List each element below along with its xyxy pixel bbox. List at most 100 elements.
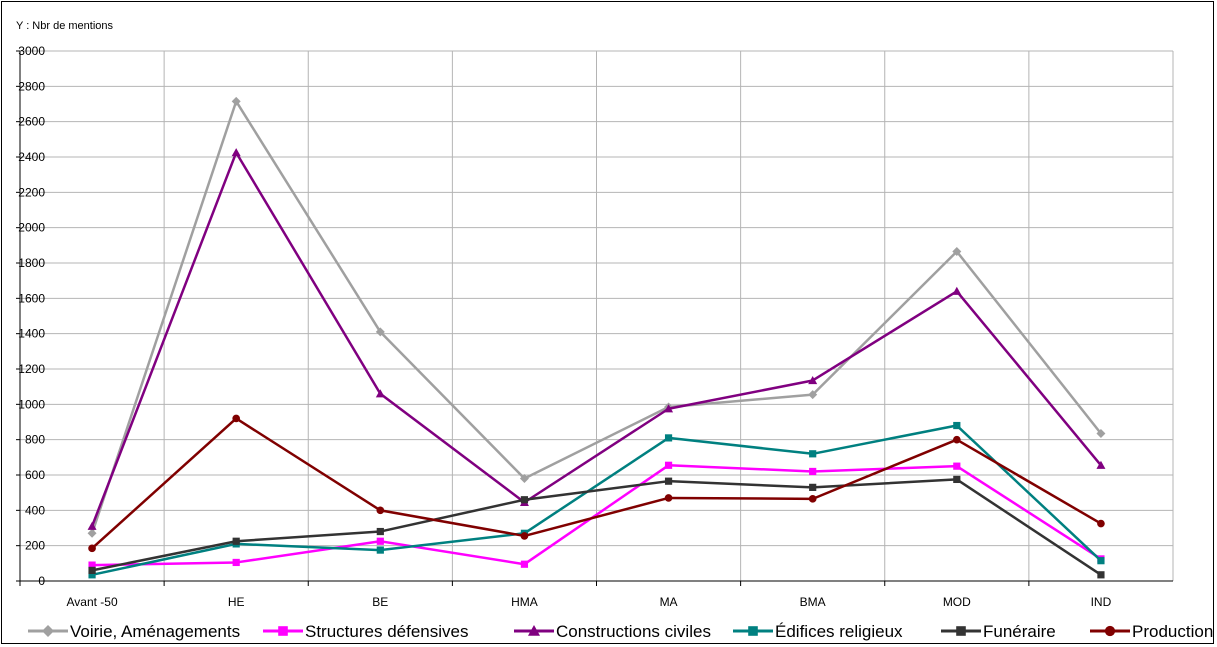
x-tick-label: MA [660, 595, 678, 609]
y-tick-label: 400 [25, 503, 45, 517]
data-point [953, 475, 961, 484]
series [87, 96, 1106, 538]
y-tick-label: 2800 [18, 79, 45, 93]
y-tick-label: 2600 [18, 115, 45, 129]
y-tick-label: 200 [25, 539, 45, 553]
data-point [952, 286, 962, 295]
legend-swatch-marker [748, 626, 758, 636]
grid-lines [19, 50, 1174, 582]
y-tick-label: 1600 [18, 291, 45, 305]
data-point [375, 327, 385, 337]
data-point [1097, 519, 1105, 528]
data-point [87, 528, 97, 538]
data-point [232, 558, 240, 567]
y-tick-label: 800 [25, 433, 45, 447]
legend: Voirie, Aménagements Structures défensive… [28, 622, 1213, 641]
legend-item: Constructions civiles [514, 622, 711, 641]
legend-item: Production [1090, 622, 1213, 641]
x-axis-ticks: Avant -50 HE BE HMA MA BMA MOD IND [19, 581, 1112, 609]
data-point [232, 537, 240, 545]
legend-swatch-marker [278, 626, 288, 636]
legend-item: Structures défensives [263, 622, 468, 641]
y-tick-label: 1400 [18, 327, 45, 341]
x-tick-label: MOD [943, 595, 971, 609]
y-tick-label: 2400 [18, 150, 45, 164]
y-axis-label: Y : Nbr de mentions [16, 20, 114, 32]
data-point [88, 544, 96, 553]
data-point [808, 495, 817, 503]
data-point [808, 390, 818, 400]
y-tick-label: 2200 [18, 185, 45, 199]
x-tick-label: HMA [511, 595, 538, 609]
y-tick-label: 1200 [18, 362, 45, 376]
data-point [231, 96, 241, 106]
data-point [808, 375, 818, 385]
data-point [1097, 557, 1105, 565]
legend-swatch-marker [528, 625, 540, 636]
legend-item: Édifices religieux [733, 622, 903, 641]
y-tick-label: 2000 [18, 221, 45, 235]
x-tick-label: Avant -50 [66, 595, 117, 609]
series [88, 414, 1105, 553]
data-point [520, 532, 529, 540]
data-point [953, 421, 961, 430]
data-point [809, 467, 817, 476]
data-point [520, 560, 529, 568]
y-tick-label: 3000 [18, 44, 45, 58]
data-point [88, 571, 96, 579]
x-tick-label: BMA [800, 595, 826, 609]
data-point [1096, 428, 1106, 438]
data-point [809, 450, 817, 458]
y-axis-ticks: 0 200 400 600 800 1000 1200 1400 1600 1800 2000 220… [16, 44, 45, 588]
data-point [952, 247, 962, 257]
data-point [376, 527, 384, 536]
legend-label: Constructions civiles [556, 622, 711, 641]
data-point [1096, 460, 1106, 469]
legend-item: Voirie, Aménagements [28, 622, 240, 641]
data-point [520, 496, 529, 504]
data-point [88, 566, 96, 574]
data-point [231, 148, 241, 157]
series-line [91, 478, 1102, 576]
legend-label: Production [1132, 622, 1213, 641]
data-point [87, 521, 97, 530]
data-point [664, 494, 673, 502]
legend-swatch-marker [956, 626, 966, 636]
y-tick-label: 1000 [18, 397, 45, 411]
x-tick-label: HE [228, 595, 245, 609]
data-point [664, 434, 673, 442]
y-tick-label: 0 [38, 574, 45, 588]
data-point [664, 404, 674, 413]
data-point [664, 461, 673, 469]
x-tick-label: IND [1091, 595, 1112, 609]
data-point [375, 389, 385, 398]
legend-swatch-marker [42, 625, 54, 637]
legend-item: Funéraire [941, 622, 1056, 641]
series-group [87, 96, 1106, 579]
x-tick-label: BE [372, 595, 388, 609]
series-line [90, 100, 1102, 534]
series [88, 475, 1105, 579]
data-point [953, 462, 961, 470]
data-point [1097, 571, 1105, 579]
data-point [664, 477, 673, 485]
data-point [88, 561, 96, 569]
data-point [519, 474, 529, 484]
data-point [232, 414, 241, 423]
series-line [91, 417, 1102, 550]
data-point [376, 546, 384, 554]
data-point [376, 506, 385, 515]
series-line [92, 464, 1102, 567]
data-point [952, 435, 961, 444]
series-line [91, 424, 1102, 577]
y-tick-label: 1800 [18, 256, 45, 270]
legend-label: Voirie, Aménagements [70, 622, 240, 641]
legend-swatch-marker [1104, 625, 1116, 637]
y-tick-label: 600 [25, 468, 45, 482]
data-point [809, 483, 817, 491]
legend-label: Édifices religieux [775, 622, 903, 641]
legend-label: Funéraire [983, 622, 1056, 641]
data-point [376, 537, 384, 545]
series-line [90, 151, 1102, 527]
